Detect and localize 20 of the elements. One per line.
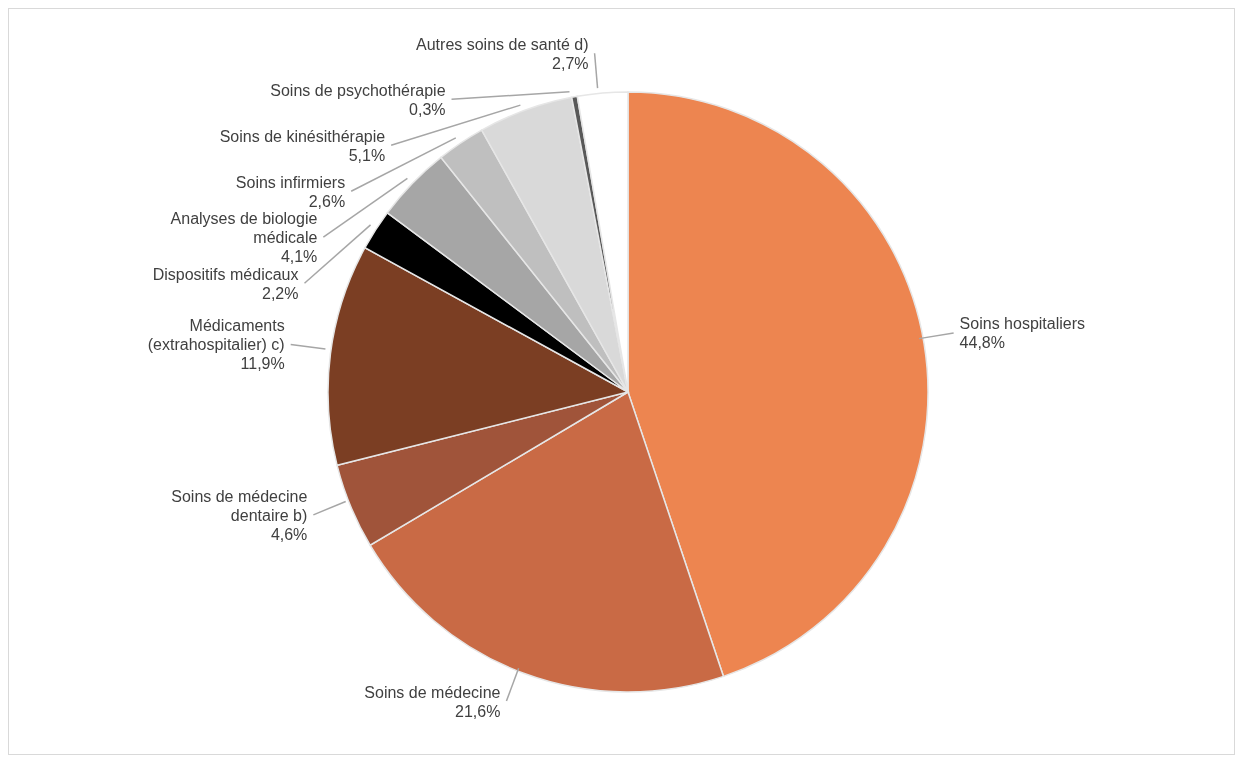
data-label: 4,1%	[280, 248, 318, 266]
slice-label: Soins de médecine	[364, 683, 501, 701]
data-label: 11,9%	[240, 355, 285, 373]
data-label: 2,6%	[308, 192, 346, 210]
slice-label: Soins de kinésithérapie	[219, 127, 386, 145]
slice-label: Soins de psychothérapie	[270, 81, 446, 99]
data-label: 44,8%	[959, 334, 1005, 352]
data-label: 2,7%	[552, 54, 589, 72]
slice-label: Soins de médecine dentaire b)	[171, 487, 308, 524]
slice-label: Autres soins de santé d)	[416, 35, 589, 53]
data-label: 4,6%	[270, 525, 308, 543]
data-label: 0,3%	[409, 100, 446, 118]
data-label: 5,1%	[348, 146, 386, 164]
slice-label: Dispositifs médicaux	[152, 265, 299, 283]
slice-label: Soins infirmiers	[235, 173, 346, 191]
slice-label: Médicaments (extrahospitalier) c)	[147, 317, 285, 354]
data-label: 2,2%	[262, 284, 299, 302]
slice-label: Soins hospitaliers	[959, 315, 1086, 333]
data-label: 21,6%	[455, 702, 501, 720]
slice-label: Analyses de biologie médicale	[170, 210, 318, 247]
